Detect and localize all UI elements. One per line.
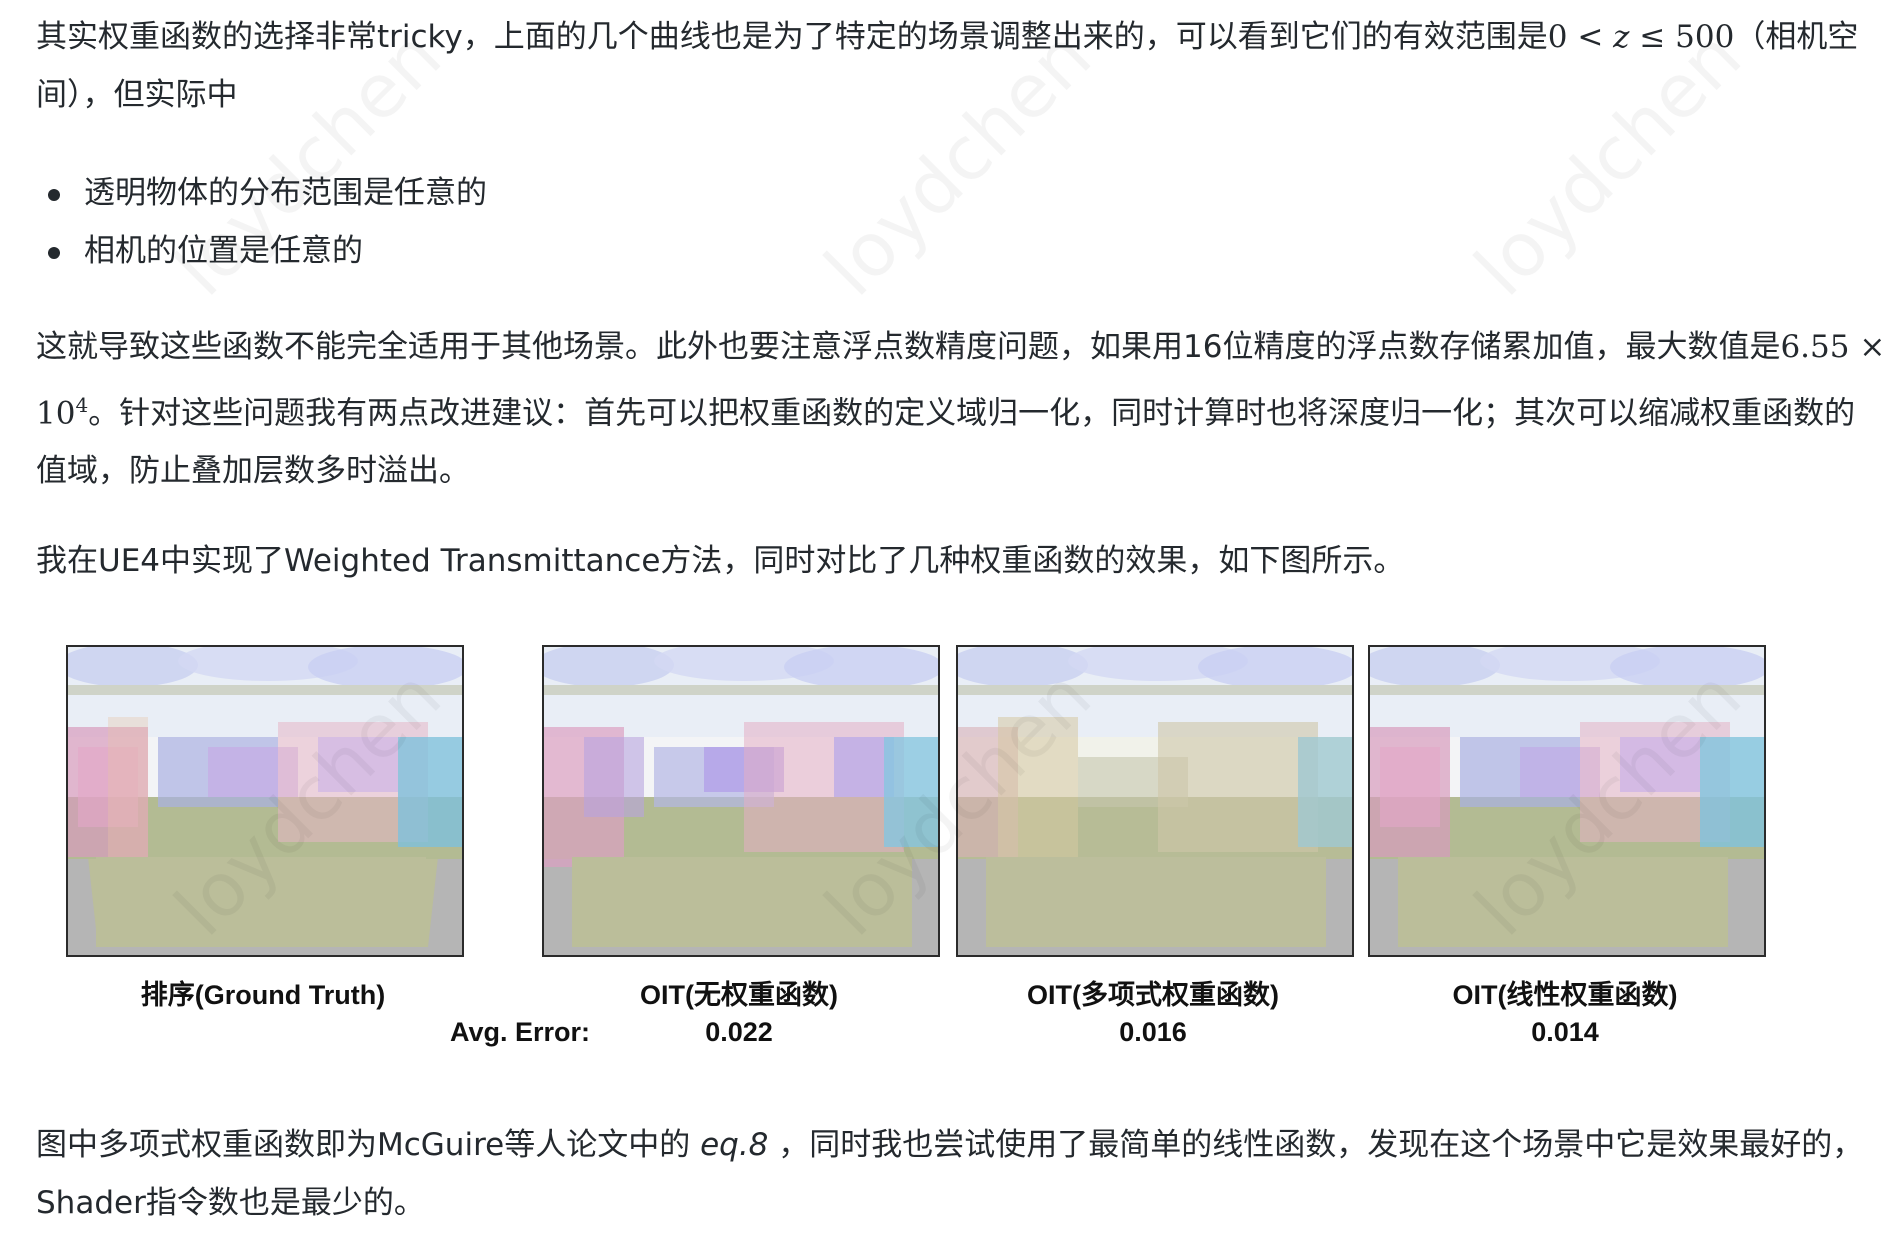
para2-text-before: 这就导致这些函数不能完全适用于其他场景。此外也要注意浮点数精度问题，如果用16位… <box>36 329 1781 365</box>
para4-text-after: ，同时我也尝试使用了最简单的线性函数，发现在这个场景中它是效果最好的，Shade… <box>36 1127 1864 1221</box>
para1-text-before: 其实权重函数的选择非常tricky，上面的几个曲线也是为了特定的场景调整出来的，… <box>36 19 1548 55</box>
render-image-polynomial-weight <box>956 645 1354 957</box>
math-variable-z: z <box>1613 19 1630 55</box>
caption-polynomial-weight: OIT(多项式权重函数) <box>1027 980 1279 1010</box>
para4-text-before: 图中多项式权重函数即为McGuire等人论文中的 <box>36 1127 701 1163</box>
render-image-ground-truth <box>66 645 464 957</box>
avg-error-label: Avg. Error: <box>450 1017 591 1047</box>
math-max-value: 6.55 × 10 <box>36 329 1886 432</box>
paragraph-weight-function-range: 其实权重函数的选择非常tricky，上面的几个曲线也是为了特定的场景调整出来的，… <box>36 8 1886 124</box>
caption-ground-truth: 排序(Ground Truth) <box>140 980 386 1010</box>
bullet-list: 透明物体的分布范围是任意的 相机的位置是任意的 <box>36 164 487 280</box>
paragraph-conclusion: 图中多项式权重函数即为McGuire等人论文中的 eq.8 ，同时我也尝试使用了… <box>36 1116 1886 1232</box>
equation-reference: eq.8 <box>700 1127 769 1163</box>
caption-linear-weight: OIT(线性权重函数) <box>1452 980 1678 1010</box>
list-item: 透明物体的分布范围是任意的 <box>36 164 487 222</box>
comparison-figure: 排序(Ground Truth) OIT(无权重函数) OIT(多项式权重函数)… <box>66 645 1776 1055</box>
paragraph-ue4-implementation: 我在UE4中实现了Weighted Transmittance方法，同时对比了几… <box>36 543 1405 579</box>
error-no-weight: 0.022 <box>705 1017 773 1047</box>
error-linear-weight: 0.014 <box>1531 1017 1599 1047</box>
render-image-no-weight <box>542 645 940 957</box>
error-polynomial-weight: 0.016 <box>1119 1017 1187 1047</box>
para2-text-after: 。针对这些问题我有两点改进建议：首先可以把权重函数的定义域归一化，同时计算时也将… <box>36 395 1856 490</box>
math-range-lower: 0 < <box>1547 19 1614 55</box>
math-range-upper: ≤ 500 <box>1629 19 1735 55</box>
render-image-linear-weight <box>1368 645 1766 957</box>
list-item: 相机的位置是任意的 <box>36 222 487 280</box>
caption-no-weight: OIT(无权重函数) <box>640 980 838 1010</box>
paragraph-precision-issue: 这就导致这些函数不能完全适用于其他场景。此外也要注意浮点数精度问题，如果用16位… <box>36 318 1886 500</box>
math-exponent: 4 <box>75 393 89 417</box>
para1-text-after: （相机空间），但实际中 <box>36 19 1859 113</box>
